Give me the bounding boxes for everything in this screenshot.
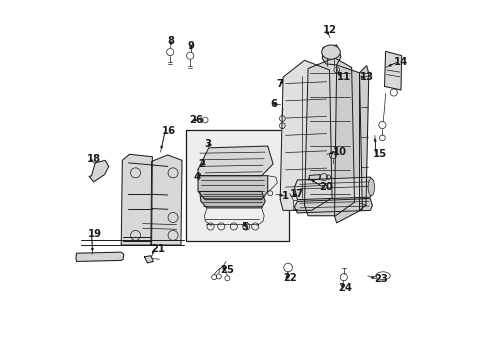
Text: 10: 10 <box>332 147 346 157</box>
Polygon shape <box>121 154 152 245</box>
Text: 8: 8 <box>167 36 174 46</box>
Polygon shape <box>280 60 331 210</box>
Text: 17: 17 <box>290 189 304 199</box>
Polygon shape <box>76 252 123 261</box>
Text: 19: 19 <box>88 229 102 239</box>
Polygon shape <box>198 176 267 200</box>
Ellipse shape <box>367 179 374 196</box>
Text: 5: 5 <box>241 222 248 232</box>
Text: 18: 18 <box>86 154 101 164</box>
Text: 12: 12 <box>322 25 336 35</box>
FancyBboxPatch shape <box>185 130 288 241</box>
Text: 26: 26 <box>189 115 203 125</box>
Polygon shape <box>294 177 372 200</box>
Text: 21: 21 <box>151 244 164 253</box>
Polygon shape <box>359 66 368 210</box>
Text: 20: 20 <box>319 182 333 192</box>
Text: 24: 24 <box>337 283 351 293</box>
Polygon shape <box>200 192 264 208</box>
Polygon shape <box>151 155 182 245</box>
Text: 13: 13 <box>359 72 373 82</box>
Polygon shape <box>322 45 340 65</box>
Text: 3: 3 <box>204 139 211 149</box>
Text: 2: 2 <box>198 159 204 169</box>
Polygon shape <box>334 65 362 223</box>
Text: 1: 1 <box>282 191 288 201</box>
Polygon shape <box>144 256 153 263</box>
Polygon shape <box>304 58 354 216</box>
Text: 16: 16 <box>162 126 175 136</box>
Polygon shape <box>384 51 401 90</box>
Polygon shape <box>294 199 372 213</box>
Text: 6: 6 <box>270 99 277 109</box>
Polygon shape <box>89 160 108 182</box>
Text: 7: 7 <box>276 79 283 89</box>
Polygon shape <box>198 146 272 176</box>
Polygon shape <box>308 175 320 180</box>
Text: 14: 14 <box>393 57 407 67</box>
Text: 15: 15 <box>372 149 386 159</box>
Text: 4: 4 <box>193 172 201 182</box>
Text: 9: 9 <box>187 41 194 51</box>
Text: 23: 23 <box>373 274 387 284</box>
Text: 22: 22 <box>283 273 296 283</box>
Text: 25: 25 <box>220 265 234 275</box>
Ellipse shape <box>321 45 340 59</box>
Text: 11: 11 <box>336 72 350 82</box>
